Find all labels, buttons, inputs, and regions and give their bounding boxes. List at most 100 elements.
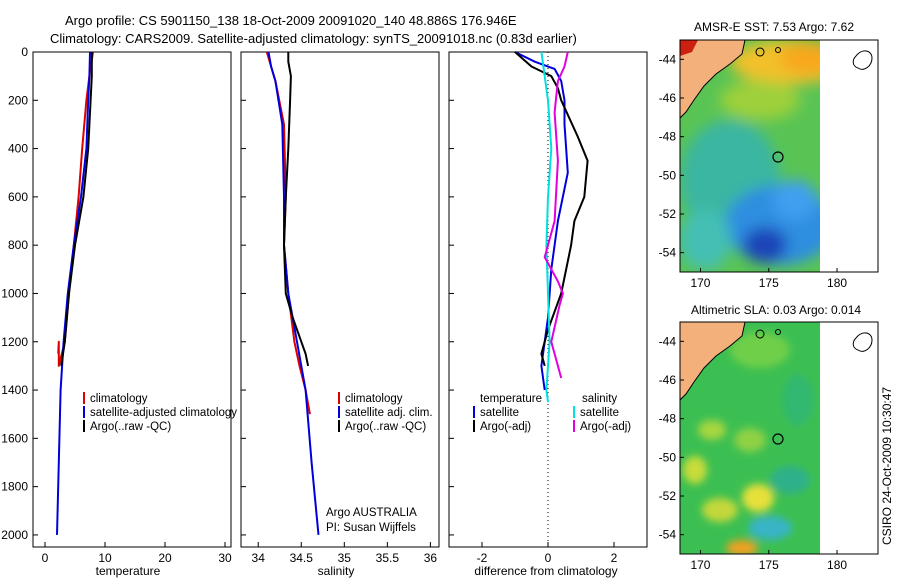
temperature-x-tick-label: 30 [218, 551, 232, 565]
depth-tick-label: 800 [8, 238, 28, 252]
salinity-x-tick-label: 35.5 [376, 551, 400, 565]
argo-position-marker [772, 151, 784, 163]
figure-title-line2: Climatology: CARS2009. Satellite-adjuste… [50, 31, 577, 46]
temperature-panel-frame [32, 51, 232, 548]
depth-tick-label: 600 [8, 190, 28, 204]
difference-x-tick-label: 2 [611, 551, 618, 565]
sst-field [680, 40, 878, 272]
sst-lat-tick-label: -44 [659, 52, 677, 66]
depth-tick-label: 1200 [1, 335, 28, 349]
sst-lat-tick-label: -48 [659, 130, 677, 144]
depth-tick-label: 1000 [1, 286, 28, 300]
depth-tick-label: 2000 [1, 528, 28, 542]
difference-series-temperature-argo-adj [514, 51, 589, 367]
sla-lat-tick-label: -48 [659, 412, 677, 426]
depth-tick-label: 1400 [1, 383, 28, 397]
legend-label-satellite: satellite adj. clim. [345, 407, 433, 419]
temperature-x-tick-label: 10 [98, 551, 112, 565]
legend-label-salinity-satellite: satellite [580, 407, 619, 419]
depth-tick-label: 1600 [1, 431, 28, 445]
warm-patch [680, 40, 698, 56]
salinity-x-axis: 34 34.5 35 35.5 36 [252, 542, 438, 565]
island-marker [775, 47, 781, 53]
sst-lon-tick-label: 170 [690, 276, 710, 290]
temperature-x-tick-label: 0 [42, 551, 49, 565]
sst-map [680, 40, 878, 272]
salinity-panel-frame [240, 51, 440, 548]
depth-tick-label: 400 [8, 142, 28, 156]
difference-x-axis: -2 0 2 [477, 542, 618, 565]
legend-heading-temperature: temperature [480, 393, 542, 405]
difference-x-tick-label: -2 [477, 551, 488, 565]
difference-series-group [514, 51, 589, 403]
sla-map-axes: 170 175 180 -44 -46 -48 -50 -52 -54 [659, 334, 848, 572]
sla-lat-tick-label: -46 [659, 373, 677, 387]
legend-label-salinity-argo: Argo(-adj) [580, 421, 631, 433]
sla-map-title: Altimetric SLA: 0.03 Argo: 0.014 [691, 303, 861, 317]
figure-title-line1: Argo profile: CS 5901150_138 18-Oct-2009… [65, 13, 517, 28]
salinity-x-tick-label: 34.5 [290, 551, 314, 565]
argo-position-marker [772, 433, 784, 445]
sst-map-frame [679, 39, 879, 273]
depth-tick-label: 1800 [1, 480, 28, 494]
credit-line-2: PI: Susan Wijffels [326, 522, 416, 534]
sst-lon-tick-label: 175 [759, 276, 779, 290]
sst-map-title: AMSR-E SST: 7.53 Argo: 7.62 [694, 20, 854, 34]
legend-label-climatology: climatology [90, 393, 148, 405]
salinity-series-argo-raw-qc [283, 52, 310, 367]
sla-map [680, 322, 878, 554]
salinity-series-group [265, 51, 320, 535]
island-marker [775, 329, 781, 335]
credit-line-1: Argo AUSTRALIA [326, 507, 417, 519]
sst-lat-tick-label: -50 [659, 168, 677, 182]
difference-legend: temperature satellite Argo(-adj) salinit… [473, 393, 631, 433]
sla-map-frame [679, 321, 879, 555]
island-marker [755, 47, 765, 57]
legend-heading-salinity: salinity [582, 393, 617, 405]
legend-label-argo: Argo(..raw -QC) [90, 421, 171, 433]
legend-label-satellite: satellite-adjusted climatology [90, 407, 237, 419]
temperature-x-axis: 0 10 20 30 [42, 542, 232, 565]
temperature-x-tick-label: 20 [158, 551, 172, 565]
sla-lat-tick-label: -44 [659, 334, 677, 348]
sla-lat-tick-label: -54 [659, 528, 677, 542]
difference-series-salinity-satellite [540, 51, 553, 403]
sst-lat-tick-label: -54 [659, 246, 677, 260]
legend-label-climatology: climatology [345, 393, 403, 405]
salinity-axis-label: salinity [318, 564, 355, 578]
island-marker [755, 329, 765, 339]
sla-lon-tick-label: 180 [827, 558, 847, 572]
salinity-legend: climatology satellite adj. clim. Argo(..… [338, 392, 433, 433]
depth-axis: 0 200 400 600 800 1000 1200 1400 1600 1800 2000 [1, 45, 454, 542]
salinity-x-tick-label: 35 [338, 551, 352, 565]
temperature-legend: climatology satellite-adjusted climatolo… [83, 392, 237, 433]
timestamp-stamp: CSIRO 24-Oct-2009 10:30:47 [880, 387, 894, 545]
sla-lon-tick-label: 170 [690, 558, 710, 572]
difference-x-tick-label: 0 [545, 551, 552, 565]
chatham-island-outline [852, 50, 873, 70]
sla-lat-tick-label: -50 [659, 450, 677, 464]
sst-map-axes: 170 175 180 -44 -46 -48 -50 -52 -54 [659, 52, 848, 290]
salinity-x-tick-label: 34 [252, 551, 266, 565]
sst-lon-tick-label: 180 [827, 276, 847, 290]
land-mass [680, 40, 746, 119]
sla-lat-tick-label: -52 [659, 489, 677, 503]
depth-tick-label: 200 [8, 93, 28, 107]
temperature-series-argo-raw-qc [60, 52, 93, 367]
sla-lon-tick-label: 175 [759, 558, 779, 572]
temperature-series-group [56, 51, 94, 535]
temperature-axis-label: temperature [96, 564, 161, 578]
sst-lat-tick-label: -46 [659, 91, 677, 105]
difference-series-salinity-argo-adj [543, 51, 569, 379]
land-mass [680, 322, 746, 401]
temperature-series-satellite-adjusted-climatology [56, 51, 91, 535]
legend-label-argo: Argo(..raw -QC) [345, 421, 426, 433]
salinity-x-tick-label: 36 [424, 551, 438, 565]
depth-tick-label: 0 [21, 45, 28, 59]
legend-label-temperature-satellite: satellite [480, 407, 519, 419]
chatham-island-outline [852, 332, 873, 352]
legend-label-temperature-argo: Argo(-adj) [480, 421, 531, 433]
sst-lat-tick-label: -52 [659, 207, 677, 221]
difference-axis-label: difference from climatology [474, 564, 617, 578]
